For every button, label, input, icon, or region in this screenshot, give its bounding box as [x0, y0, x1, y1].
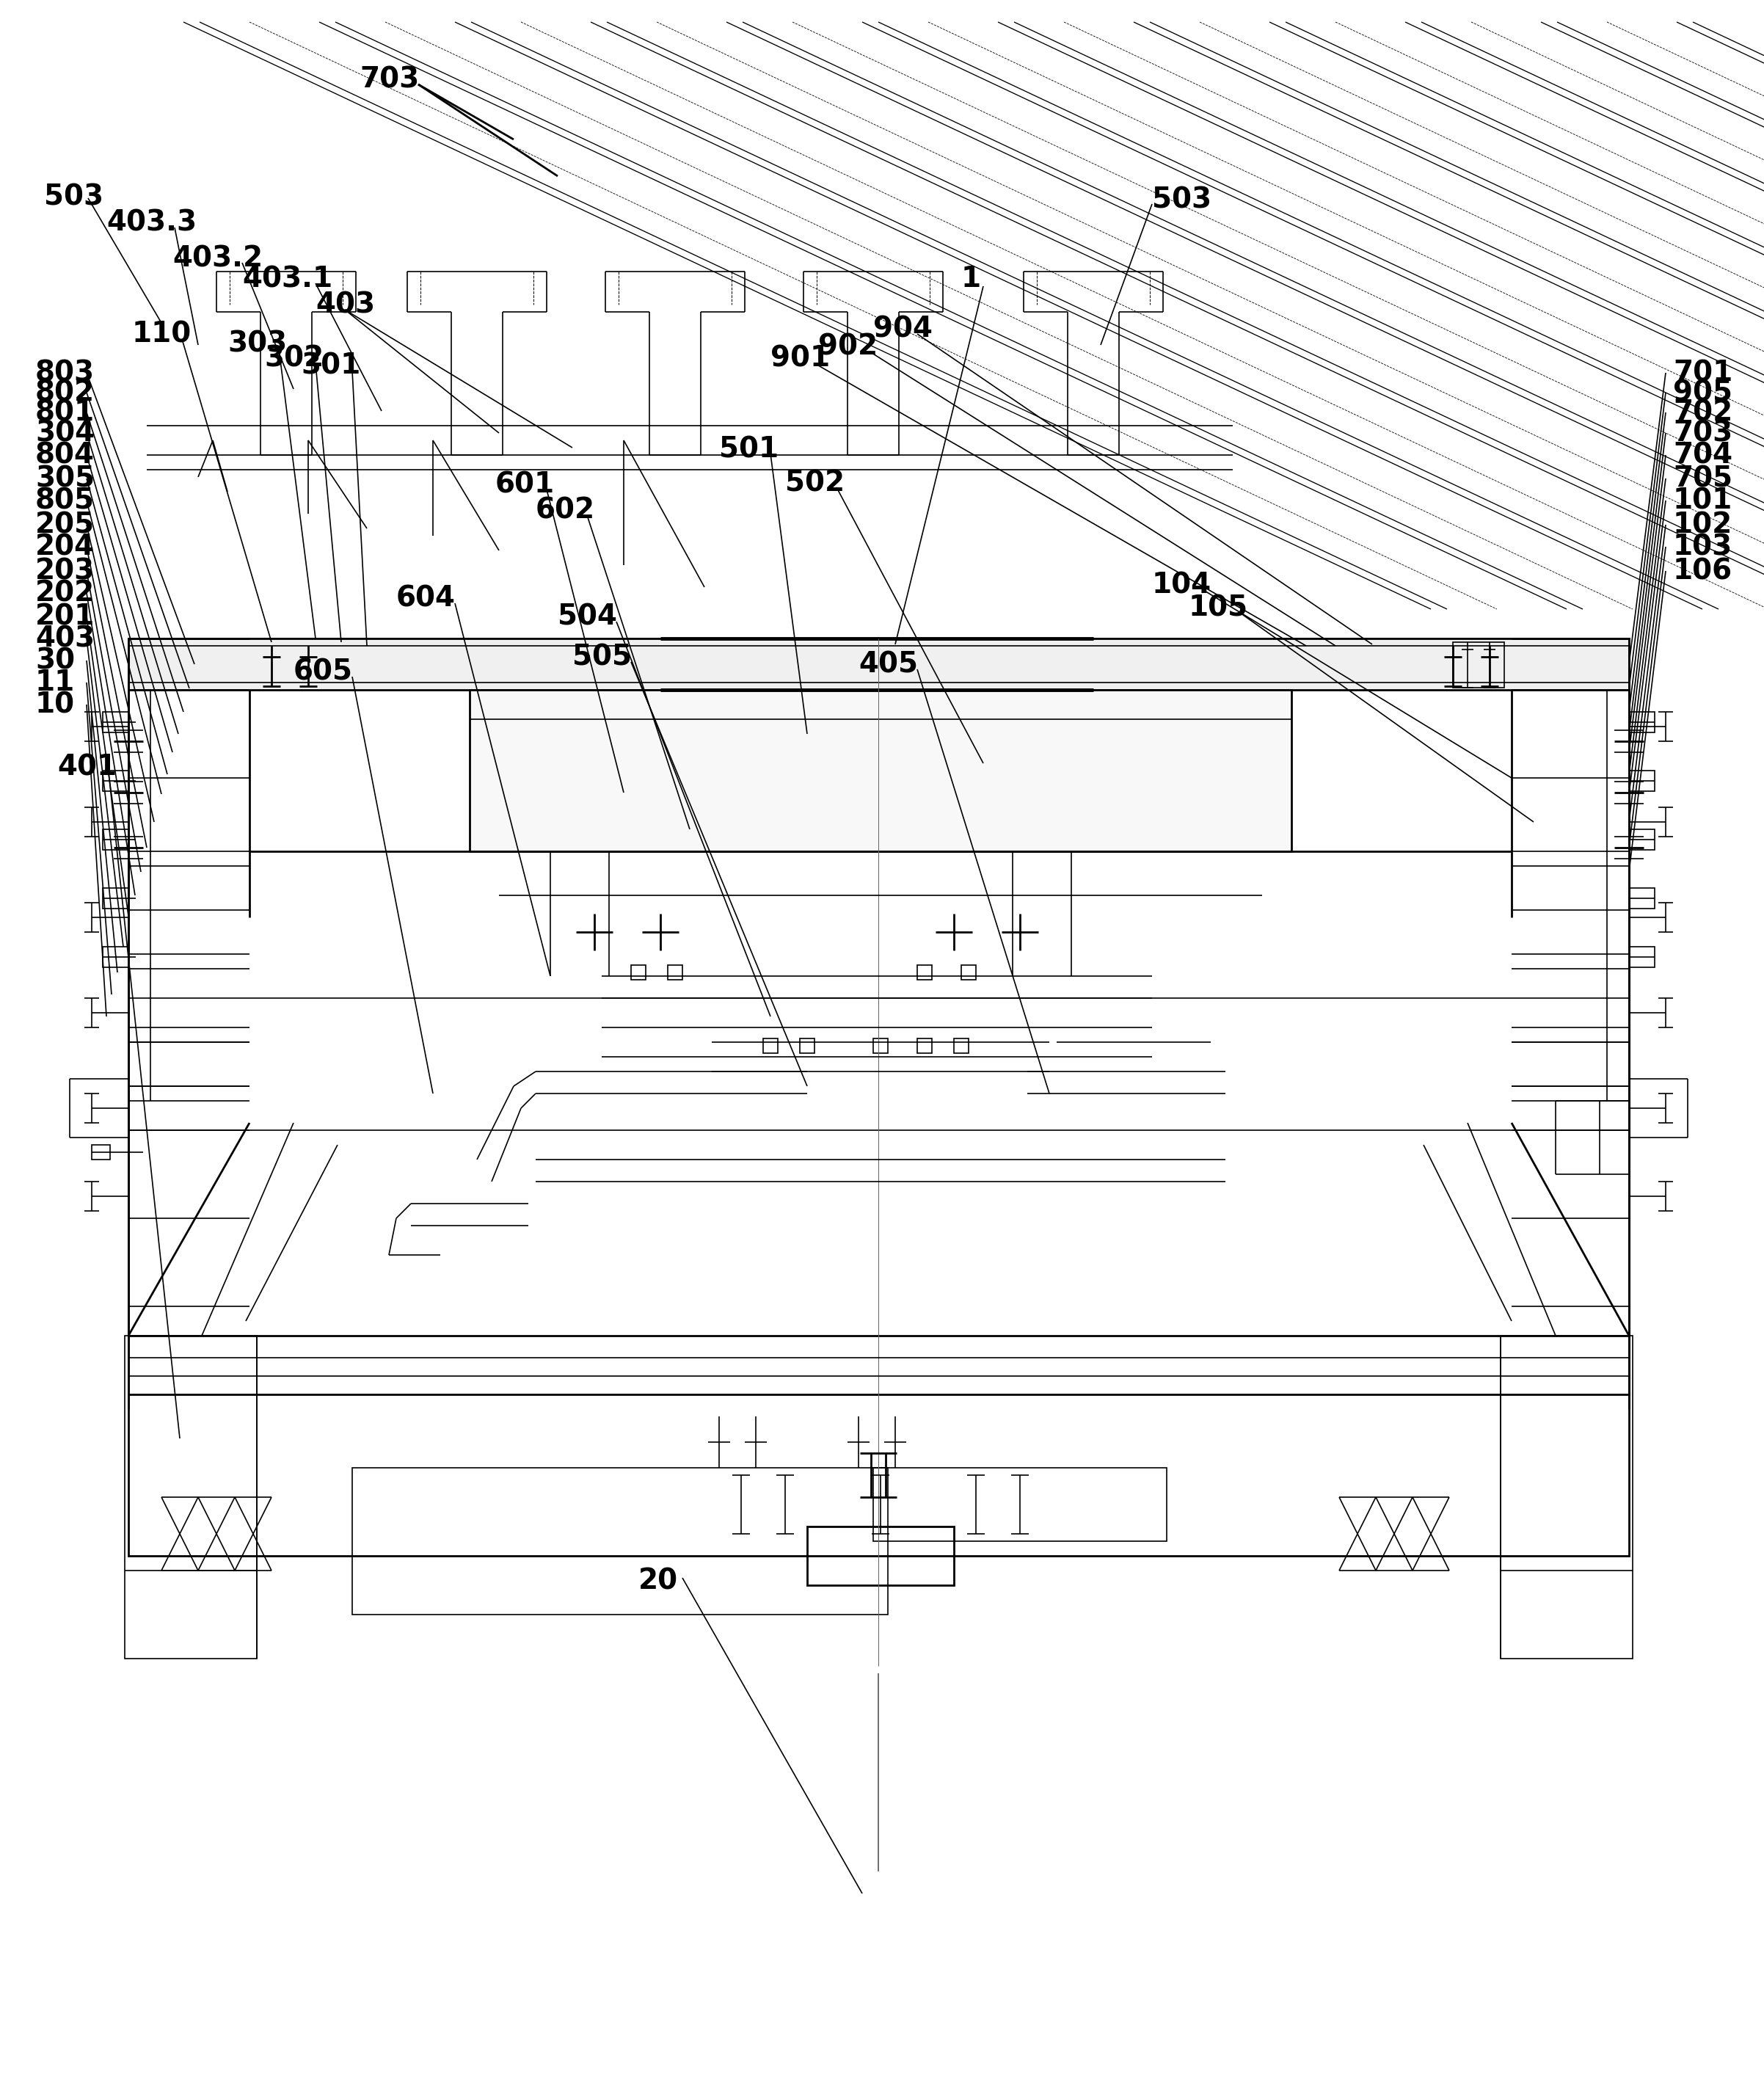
Text: 403: 403: [316, 291, 376, 319]
Bar: [469, 690, 1291, 851]
Text: 104: 104: [1152, 570, 1212, 599]
Text: 401: 401: [56, 752, 116, 782]
Bar: [1454, 641, 1505, 687]
Text: 704: 704: [1672, 440, 1732, 470]
Text: 505: 505: [572, 643, 632, 671]
Text: 902: 902: [818, 333, 878, 361]
Text: 103: 103: [1672, 532, 1732, 562]
Text: 20: 20: [639, 1568, 677, 1595]
Text: 403.2: 403.2: [173, 245, 263, 272]
Text: 205: 205: [35, 511, 95, 539]
Text: 203: 203: [35, 558, 95, 585]
Text: 504: 504: [557, 602, 617, 631]
Text: 301: 301: [302, 352, 360, 379]
Text: 102: 102: [1672, 511, 1732, 539]
Bar: [129, 1335, 1628, 1394]
Bar: [954, 1038, 968, 1052]
Text: 901: 901: [771, 344, 831, 373]
Text: 106: 106: [1672, 558, 1732, 585]
Text: 30: 30: [35, 646, 74, 675]
Bar: [808, 1526, 954, 1585]
Text: 204: 204: [35, 532, 95, 562]
Text: 304: 304: [35, 419, 95, 446]
Text: 503: 503: [44, 182, 104, 210]
Bar: [129, 639, 1628, 1555]
Text: 101: 101: [1672, 486, 1732, 514]
Text: 501: 501: [720, 436, 778, 463]
Text: 803: 803: [35, 358, 95, 388]
Bar: [873, 1038, 887, 1052]
Bar: [961, 964, 975, 979]
Bar: [764, 1038, 778, 1052]
Text: 605: 605: [293, 658, 353, 685]
Text: 405: 405: [859, 650, 917, 679]
Bar: [125, 1335, 258, 1658]
Text: 11: 11: [35, 669, 76, 696]
Text: 110: 110: [132, 321, 192, 348]
Bar: [102, 830, 129, 849]
Text: 802: 802: [35, 379, 95, 407]
Bar: [669, 964, 683, 979]
Bar: [1628, 771, 1655, 790]
Text: 702: 702: [1672, 398, 1732, 425]
Bar: [632, 964, 646, 979]
Text: 805: 805: [35, 486, 95, 514]
Bar: [353, 1467, 887, 1614]
Text: 701: 701: [1672, 358, 1732, 388]
Text: 905: 905: [1672, 379, 1732, 407]
Text: 801: 801: [35, 398, 95, 425]
Bar: [873, 1467, 1166, 1541]
Bar: [1628, 713, 1655, 732]
Bar: [1628, 947, 1655, 966]
Bar: [102, 889, 129, 908]
Text: 602: 602: [536, 497, 594, 524]
Bar: [1628, 830, 1655, 849]
Bar: [799, 1038, 815, 1052]
Bar: [129, 639, 1628, 690]
Text: 703: 703: [360, 65, 420, 92]
Bar: [1501, 1335, 1633, 1658]
Text: 502: 502: [785, 470, 845, 497]
Text: 1: 1: [961, 264, 981, 293]
Text: 305: 305: [35, 465, 95, 493]
Text: 804: 804: [35, 440, 95, 470]
Text: 503: 503: [1152, 187, 1212, 214]
Bar: [917, 1038, 931, 1052]
Text: 202: 202: [35, 578, 95, 608]
Bar: [92, 1144, 109, 1159]
Text: 403.3: 403.3: [106, 208, 198, 237]
Text: 403.1: 403.1: [242, 264, 332, 293]
Text: 705: 705: [1672, 465, 1732, 493]
Text: 604: 604: [397, 585, 455, 612]
Bar: [1628, 889, 1655, 908]
Text: 904: 904: [873, 314, 933, 344]
Text: 10: 10: [35, 690, 74, 719]
Bar: [102, 947, 129, 966]
Text: 601: 601: [496, 470, 556, 499]
Bar: [917, 964, 931, 979]
Text: 302: 302: [265, 344, 325, 373]
Text: 201: 201: [35, 602, 95, 631]
Text: 703: 703: [1672, 419, 1732, 446]
Bar: [102, 713, 129, 732]
Text: 403: 403: [35, 625, 95, 652]
Bar: [102, 771, 129, 790]
Text: 303: 303: [228, 329, 288, 358]
Text: 105: 105: [1189, 593, 1249, 623]
